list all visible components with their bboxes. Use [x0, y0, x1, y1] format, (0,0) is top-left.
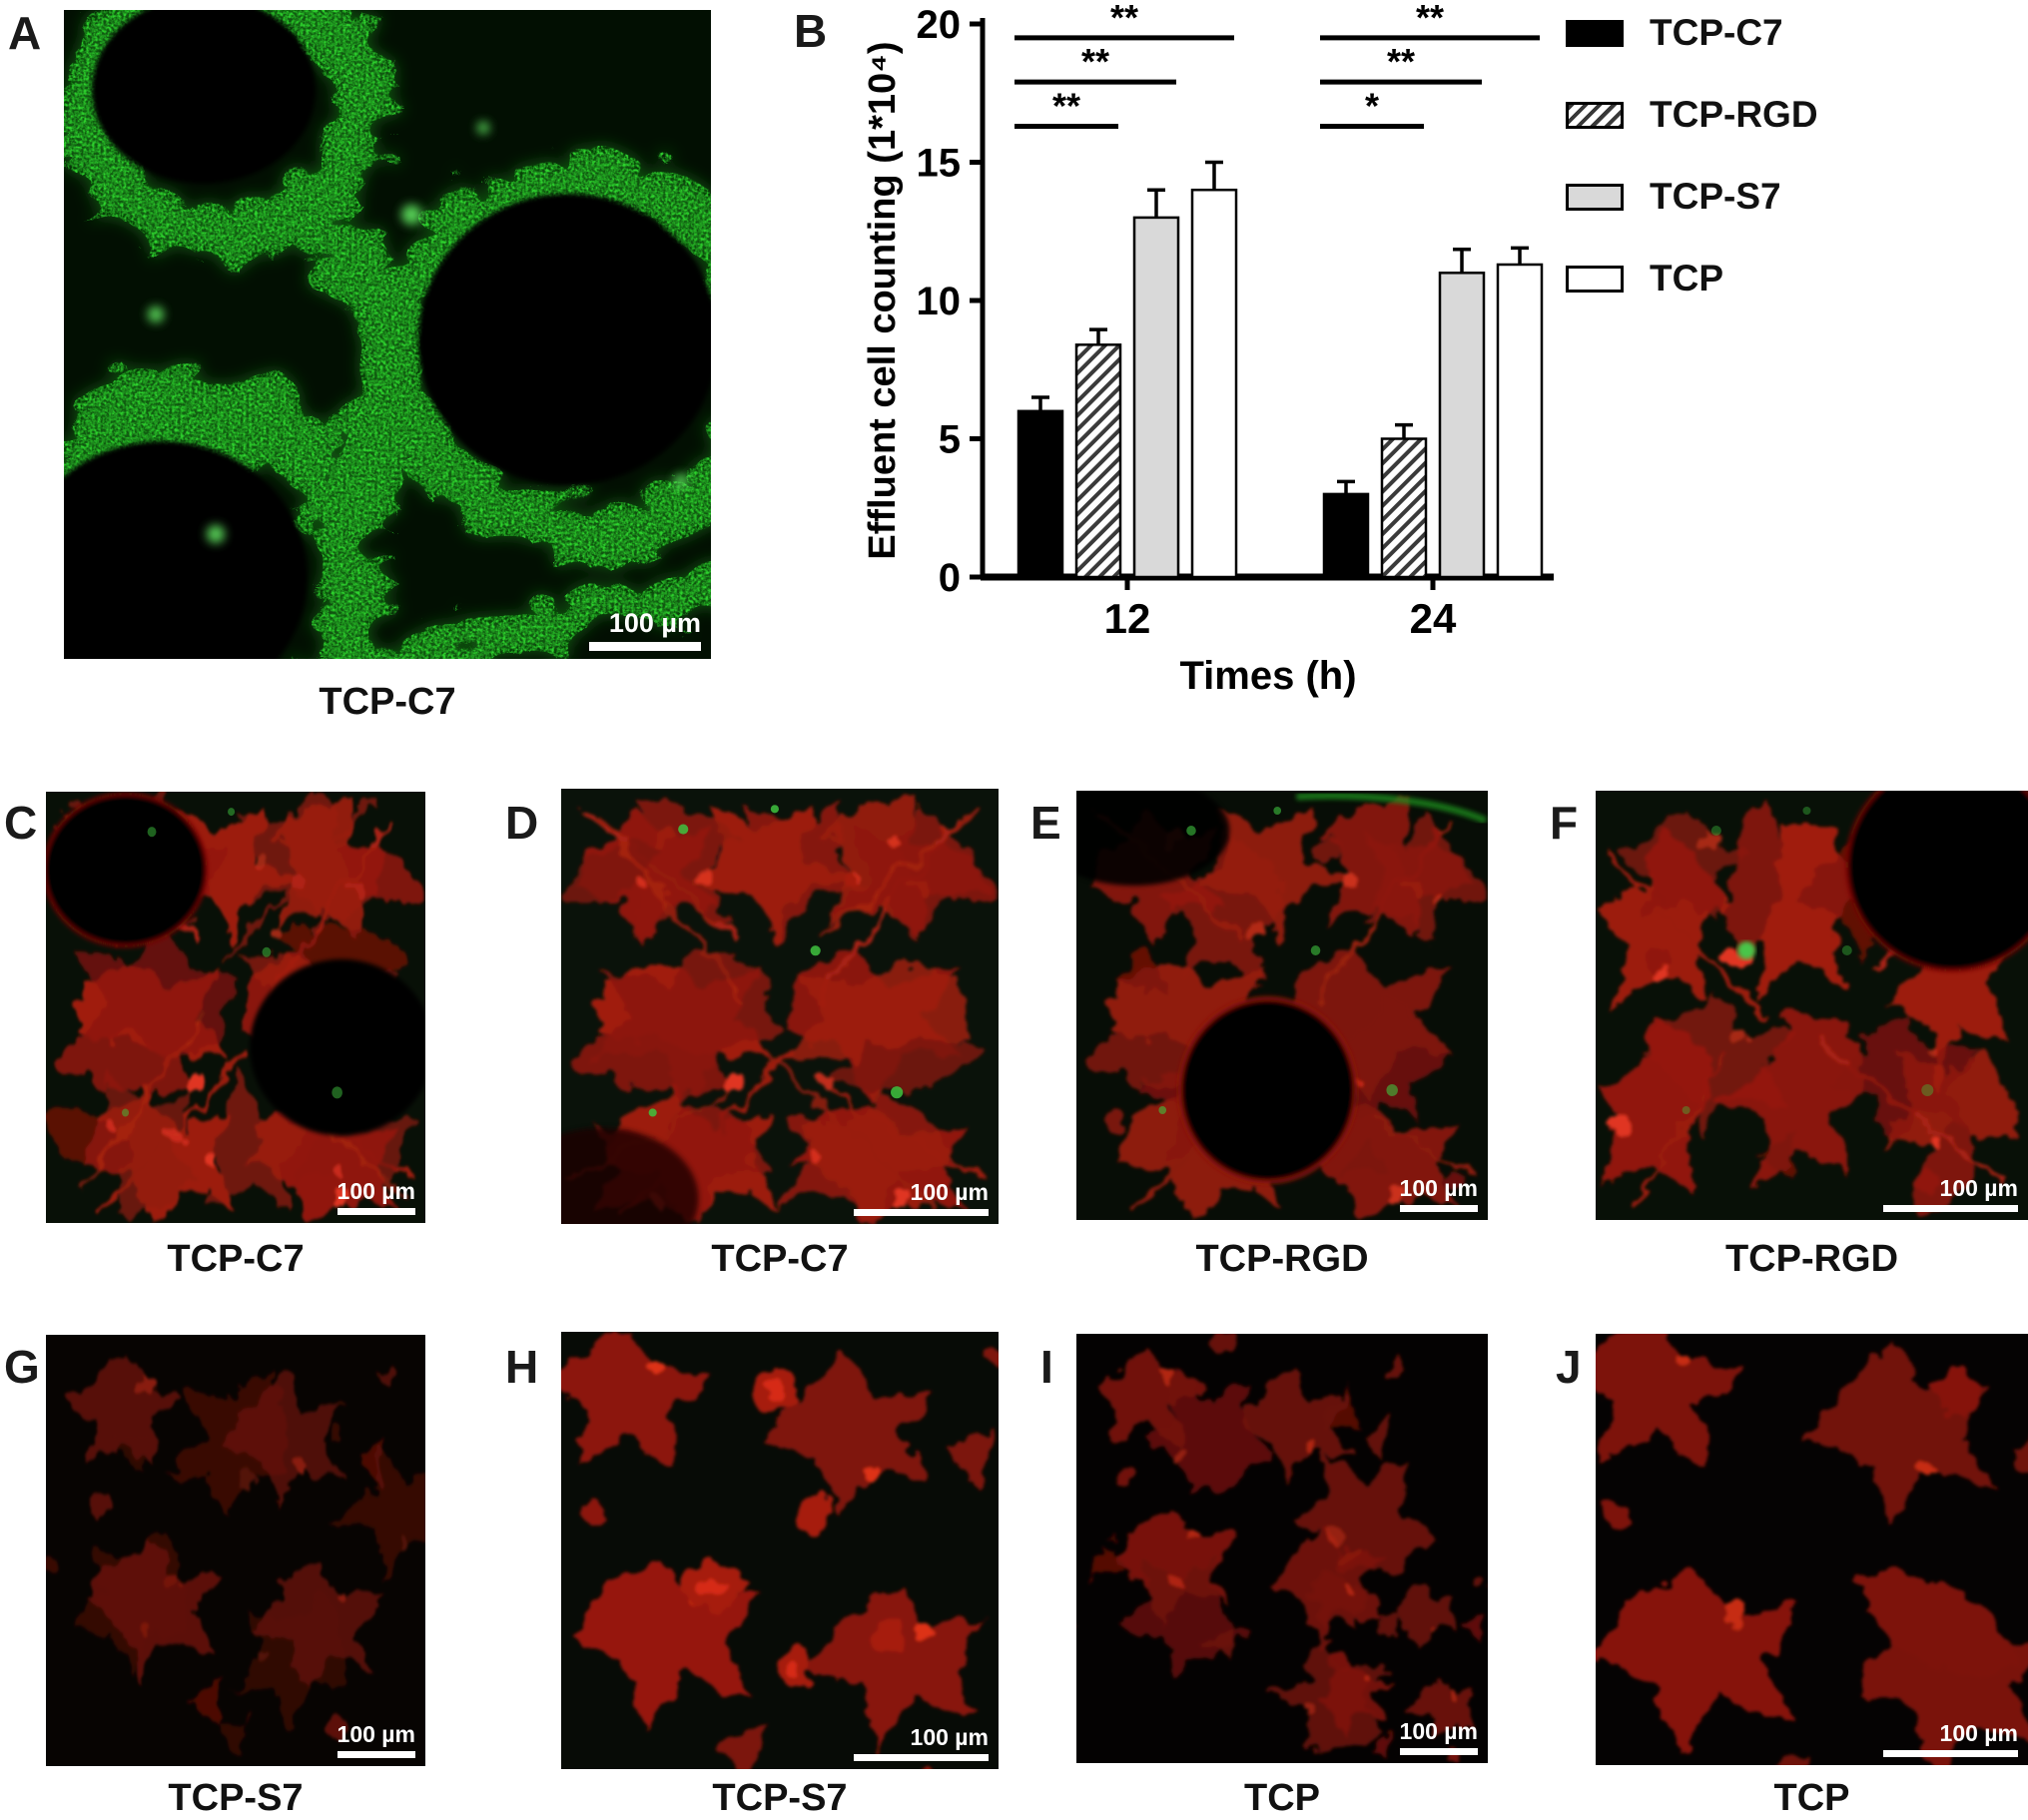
panel-a-label: A [8, 7, 42, 59]
micrograph-g: 100 µm [46, 1335, 425, 1766]
legend-item-tcp-s7: TCP-S7 [1566, 176, 1818, 218]
micrograph-a: 100 µm [64, 10, 711, 659]
scale-bar: 100 µm [338, 1721, 415, 1758]
scale-bar: 100 µm [854, 1724, 989, 1761]
panel-i-label: I [1040, 1341, 1053, 1393]
panel-e-caption: TCP-RGD [1195, 1238, 1369, 1280]
panel-h-caption: TCP-S7 [712, 1777, 848, 1819]
svg-text:Effluent cell counting (1*10⁴): Effluent cell counting (1*10⁴) [862, 41, 904, 559]
scale-bar-text: 100 µm [910, 1179, 989, 1205]
scale-bar-line [338, 1208, 415, 1215]
micrograph-j: 100 µm [1596, 1334, 2028, 1765]
legend-label: TCP-RGD [1650, 94, 1818, 135]
panel-d-caption: TCP-C7 [711, 1238, 849, 1280]
svg-text:15: 15 [917, 142, 962, 186]
scale-bar-text: 100 µm [1399, 1718, 1478, 1744]
svg-text:20: 20 [917, 3, 962, 47]
scale-bar: 100 µm [1883, 1175, 2018, 1212]
svg-text:**: ** [1110, 0, 1138, 38]
svg-text:0: 0 [939, 556, 961, 600]
red-fluorescence-image [46, 792, 425, 1223]
legend-swatch-tcp-c7 [1566, 19, 1624, 47]
scale-bar-line [854, 1754, 989, 1761]
legend-label: TCP [1650, 258, 1723, 299]
panel-g-caption: TCP-S7 [168, 1777, 304, 1819]
chart-legend: TCP-C7 TCP-RGD TCP-S7 TCP [1566, 12, 1818, 339]
scale-bar: 100 µm [1400, 1175, 1478, 1212]
red-fluorescence-image [1596, 791, 2028, 1220]
svg-text:Times (h): Times (h) [1179, 654, 1356, 698]
panel-i-caption: TCP [1244, 1777, 1320, 1819]
red-fluorescence-image [561, 789, 999, 1224]
scale-bar-text: 100 µm [910, 1724, 989, 1750]
scale-bar: 100 µm [338, 1178, 415, 1215]
svg-text:**: ** [1081, 41, 1109, 82]
svg-text:**: ** [1387, 41, 1415, 82]
scale-bar: 100 µm [589, 608, 701, 651]
scale-bar-text: 100 µm [1939, 1720, 2018, 1746]
scale-bar-line [338, 1751, 415, 1758]
panel-j-caption: TCP [1773, 1777, 1850, 1819]
micrograph-c: 100 µm [46, 792, 425, 1223]
scale-bar-text: 100 µm [1399, 1175, 1478, 1201]
red-fluorescence-image [46, 1335, 425, 1766]
legend-swatch-tcp-s7 [1566, 183, 1624, 211]
micrograph-d: 100 µm [561, 789, 999, 1224]
scale-bar-text: 100 µm [337, 1721, 415, 1747]
scale-bar-line [854, 1209, 989, 1216]
micrograph-h: 100 µm [561, 1332, 999, 1769]
red-fluorescence-image [1076, 791, 1488, 1220]
red-fluorescence-image [561, 1332, 999, 1769]
scale-bar: 100 µm [1400, 1718, 1478, 1755]
legend-swatch-tcp [1566, 265, 1624, 293]
panel-c-label: C [4, 797, 38, 849]
green-fluorescence-image [64, 10, 711, 659]
panel-f-label: F [1550, 797, 1579, 849]
svg-text:5: 5 [939, 418, 961, 462]
red-fluorescence-image [1076, 1334, 1488, 1763]
svg-text:*: * [1365, 85, 1379, 126]
scale-bar: 100 µm [1883, 1720, 2018, 1757]
scale-bar-line [1883, 1205, 2018, 1212]
scale-bar-text: 100 µm [608, 608, 701, 638]
svg-text:24: 24 [1410, 595, 1457, 642]
legend-swatch-tcp-rgd [1566, 101, 1624, 129]
legend-label: TCP-C7 [1650, 12, 1783, 53]
legend-item-tcp-rgd: TCP-RGD [1566, 94, 1818, 136]
legend-label: TCP-S7 [1650, 176, 1781, 217]
scale-bar-line [1400, 1748, 1478, 1755]
svg-text:10: 10 [917, 280, 962, 323]
panel-a-caption: TCP-C7 [319, 681, 456, 723]
scale-bar-text: 100 µm [1939, 1175, 2018, 1201]
panel-j-label: J [1556, 1341, 1582, 1393]
svg-text:12: 12 [1104, 595, 1151, 642]
panel-d-label: D [505, 797, 539, 849]
red-fluorescence-image [1596, 1334, 2028, 1765]
legend-item-tcp-c7: TCP-C7 [1566, 12, 1818, 54]
scale-bar: 100 µm [854, 1179, 989, 1216]
legend-item-tcp: TCP [1566, 258, 1818, 300]
scale-bar-line [1883, 1750, 2018, 1757]
svg-text:**: ** [1052, 85, 1080, 126]
panel-h-label: H [505, 1341, 539, 1393]
panel-c-caption: TCP-C7 [167, 1238, 305, 1280]
scale-bar-line [589, 642, 701, 651]
panel-b-label: B [794, 5, 828, 57]
scale-bar-line [1400, 1205, 1478, 1212]
micrograph-e: 100 µm [1076, 791, 1488, 1220]
panel-e-label: E [1030, 797, 1061, 849]
svg-text:**: ** [1416, 0, 1444, 38]
scale-bar-text: 100 µm [337, 1178, 415, 1204]
panel-g-label: G [4, 1341, 40, 1393]
micrograph-i: 100 µm [1076, 1334, 1488, 1763]
micrograph-f: 100 µm [1596, 791, 2028, 1220]
panel-f-caption: TCP-RGD [1724, 1238, 1899, 1280]
